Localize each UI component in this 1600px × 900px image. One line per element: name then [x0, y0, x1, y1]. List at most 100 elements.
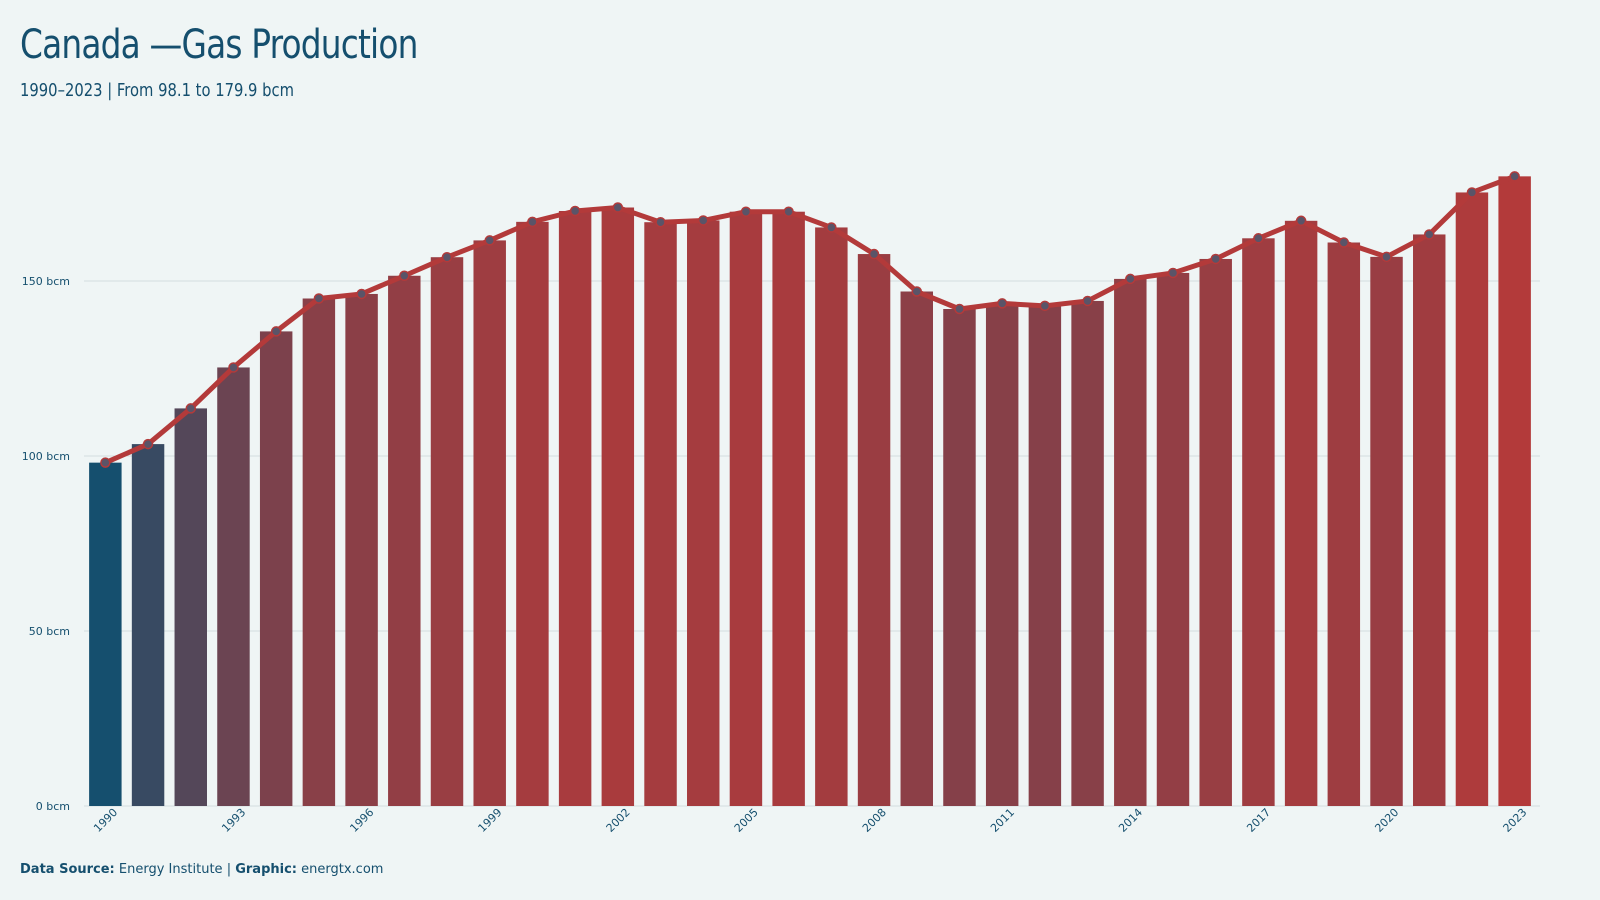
marker-layer — [100, 171, 1520, 468]
point-1991 — [142, 438, 154, 450]
graphic-value: energtx.com — [301, 862, 384, 877]
bar-2001 — [558, 211, 592, 806]
bar-2015 — [1156, 272, 1190, 806]
bar-2006 — [772, 211, 805, 806]
point-1997 — [399, 270, 410, 281]
point-1999 — [484, 235, 495, 246]
series-line — [102, 173, 1518, 466]
bar-2010 — [943, 309, 976, 806]
bar-2000 — [516, 221, 549, 807]
bar-2011 — [985, 303, 1019, 806]
point-2010 — [954, 303, 965, 315]
graphic-label: Graphic: — [235, 862, 297, 877]
x-tick-label: 2011 — [988, 806, 1017, 835]
bar-1994 — [259, 331, 293, 806]
x-tick-label: 2023 — [1501, 806, 1530, 835]
point-2005 — [740, 206, 752, 217]
point-2012 — [1039, 300, 1051, 312]
footer: Data Source: Energy Institute | Graphic:… — [20, 862, 383, 877]
point-2014 — [1125, 273, 1136, 285]
bar-1996 — [345, 293, 378, 806]
point-2021 — [1423, 229, 1435, 240]
y-tick-label: 150 bcm — [22, 275, 70, 288]
bar-2003 — [644, 222, 677, 806]
point-1992 — [185, 403, 197, 414]
bar-layer — [89, 176, 1531, 807]
x-tick-label: 2014 — [1116, 806, 1145, 835]
bar-1999 — [473, 240, 506, 806]
bar-2008 — [857, 254, 891, 807]
x-tick-label: 2005 — [732, 806, 761, 835]
bar-2018 — [1284, 220, 1318, 807]
y-tick-label: 0 bcm — [36, 800, 70, 813]
bar-2009 — [900, 291, 933, 806]
bar-1998 — [430, 257, 464, 806]
point-2015 — [1167, 267, 1179, 279]
point-1990 — [100, 457, 111, 468]
point-2016 — [1210, 253, 1221, 265]
y-tick-label: 100 bcm — [22, 450, 70, 463]
point-2013 — [1082, 295, 1093, 307]
x-tick-label: 1990 — [91, 806, 120, 835]
x-tick-label: 1996 — [347, 806, 376, 835]
point-2020 — [1381, 251, 1392, 263]
chart-title: Canada —Gas Production — [20, 22, 418, 68]
bar-1993 — [217, 367, 250, 806]
bar-2023 — [1498, 176, 1531, 807]
bar-2013 — [1071, 300, 1104, 806]
bar-2016 — [1199, 258, 1232, 806]
point-2018 — [1295, 215, 1307, 227]
bar-2012 — [1028, 305, 1062, 806]
point-1994 — [270, 326, 282, 337]
x-axis: 1990 1993 1996 1999 2002 2005 2008 2011 2014 2017… — [91, 806, 1529, 835]
bar-1995 — [302, 298, 336, 806]
bar-1991 — [131, 444, 165, 806]
footer-separator: | — [226, 862, 232, 877]
point-2011 — [996, 298, 1008, 309]
x-tick-label: 1993 — [219, 806, 248, 835]
point-1993 — [228, 362, 239, 373]
bar-2005 — [729, 211, 763, 806]
bar-2022 — [1455, 192, 1489, 806]
y-tick-label: 50 bcm — [29, 625, 70, 638]
x-tick-label: 2017 — [1244, 806, 1273, 835]
point-2004 — [697, 215, 709, 226]
source-label: Data Source: — [20, 862, 115, 877]
x-tick-label: 2008 — [860, 806, 889, 835]
point-2002 — [612, 202, 624, 213]
bar-1990 — [89, 462, 122, 806]
bar-1997 — [388, 275, 421, 806]
point-2022 — [1466, 187, 1478, 198]
y-axis: 0 bcm 50 bcm 100 bcm 150 bcm — [22, 275, 70, 813]
source-value: Energy Institute — [118, 862, 223, 877]
grid-layer — [84, 280, 1540, 807]
point-2006 — [783, 206, 794, 217]
point-2001 — [569, 205, 581, 217]
x-tick-label: 1999 — [476, 806, 505, 835]
bar-2007 — [815, 227, 848, 806]
point-2003 — [655, 216, 666, 228]
point-2017 — [1253, 233, 1264, 244]
point-2000 — [527, 216, 538, 228]
point-1996 — [356, 288, 367, 300]
chart-subtitle: 1990–2023 | From 98.1 to 179.9 bcm — [20, 80, 295, 101]
point-1998 — [441, 251, 453, 263]
bar-2020 — [1370, 256, 1403, 807]
point-2009 — [911, 286, 923, 297]
bar-2014 — [1114, 278, 1147, 806]
bar-2017 — [1242, 238, 1275, 807]
line-layer — [102, 173, 1518, 466]
bar-2021 — [1413, 234, 1446, 806]
bar-2019 — [1327, 242, 1361, 806]
x-tick-label: 2002 — [604, 806, 633, 835]
bar-2002 — [601, 207, 635, 806]
x-tick-label: 2020 — [1372, 806, 1401, 835]
point-2008 — [868, 248, 880, 260]
point-2007 — [826, 222, 837, 233]
bar-1992 — [174, 408, 207, 806]
point-2019 — [1338, 237, 1350, 248]
bar-2004 — [687, 220, 720, 806]
point-1995 — [313, 293, 325, 304]
